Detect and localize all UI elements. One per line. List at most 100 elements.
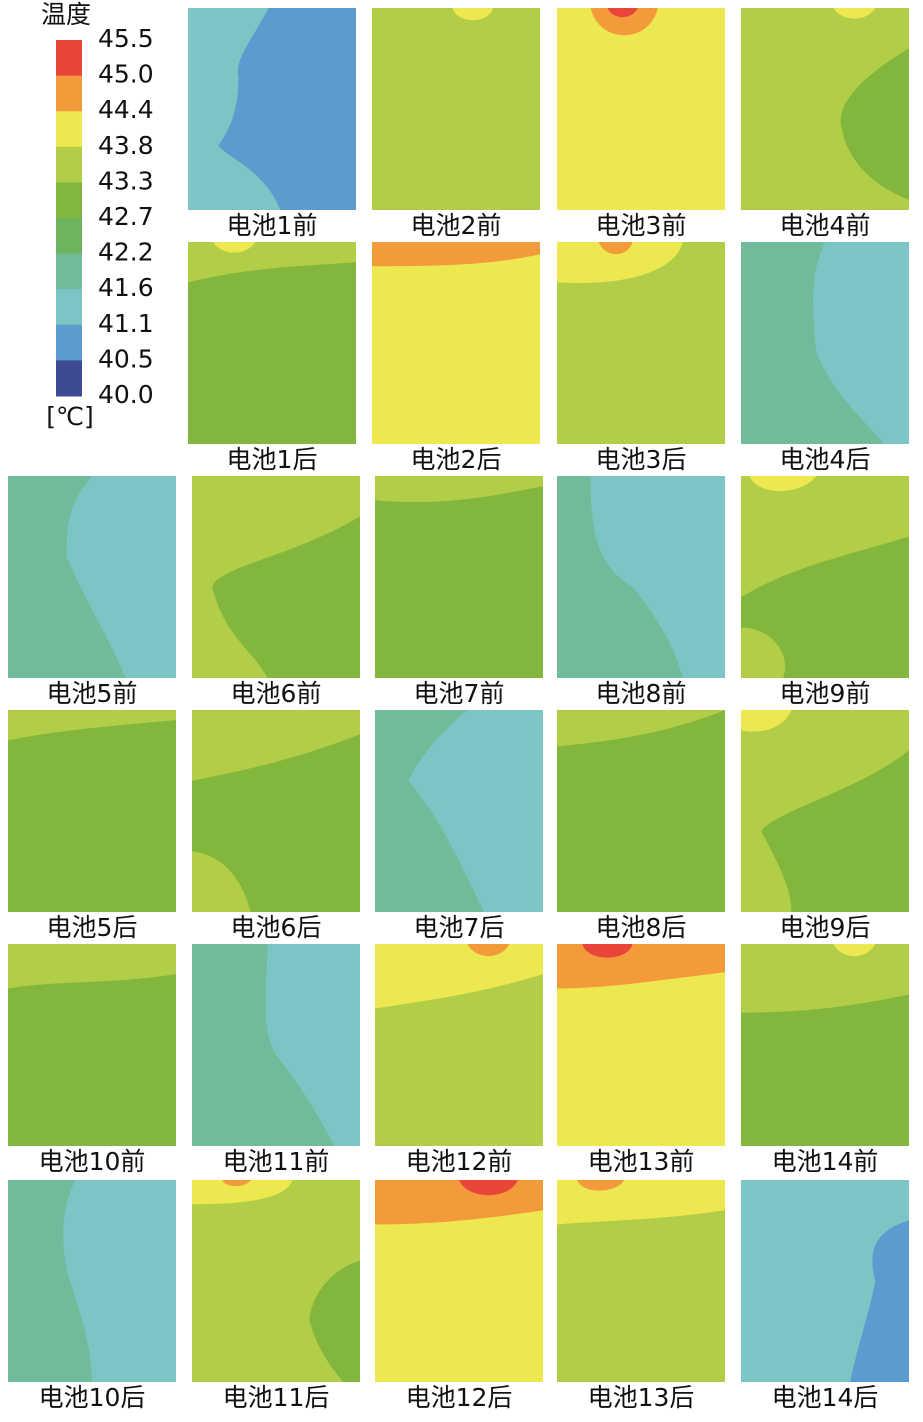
contour-base (375, 476, 543, 678)
panel-label: 电池12后 (406, 1383, 513, 1412)
contour-region (741, 627, 786, 678)
legend-label: 42.7 (98, 202, 154, 231)
panel-label: 电池5后 (47, 913, 138, 942)
contour-region (557, 710, 725, 747)
contour-group (8, 710, 176, 741)
contour-group (741, 476, 909, 678)
contour-group (375, 710, 485, 912)
contour-region (192, 851, 251, 912)
panel-label: 电池3后 (596, 445, 687, 474)
contour-group (188, 242, 356, 283)
panel-label: 电池3前 (596, 211, 687, 240)
color-band (56, 218, 82, 255)
contour-region (850, 1220, 909, 1382)
contour-region (213, 242, 256, 253)
panel-label: 电池11前 (223, 1147, 330, 1176)
panel (372, 242, 540, 444)
legend-label: 43.3 (98, 166, 154, 195)
color-band (56, 360, 82, 397)
legend-label: 41.6 (98, 273, 154, 302)
contour-region (557, 242, 683, 284)
contour-base (557, 8, 725, 210)
contour-region (222, 1180, 251, 1187)
panel-label: 电池14前 (772, 1147, 879, 1176)
panel (557, 242, 725, 444)
legend-label: 40.5 (98, 344, 154, 373)
panel (375, 476, 543, 678)
contour-base (372, 8, 540, 210)
panel (8, 944, 176, 1146)
color-band (56, 324, 82, 361)
contour-region (607, 8, 638, 18)
contour-region (840, 48, 909, 200)
contour-group (741, 242, 884, 444)
panel-label: 电池9后 (780, 913, 871, 942)
panel (192, 476, 360, 678)
contour-region (192, 710, 360, 781)
legend-label: 42.2 (98, 238, 154, 267)
panel (372, 8, 540, 210)
panel-label: 电池13后 (588, 1383, 695, 1412)
color-band (56, 289, 82, 326)
panel (557, 1180, 725, 1382)
color-band (56, 111, 82, 148)
panel (188, 242, 356, 444)
contour-region (459, 1180, 518, 1196)
panel (741, 8, 909, 210)
panel-label: 电池10后 (39, 1383, 146, 1412)
contour-region (8, 944, 176, 989)
panel (8, 476, 176, 678)
panel (192, 1180, 360, 1382)
contour-group (372, 242, 540, 267)
color-band (56, 146, 82, 183)
contour-region (761, 750, 909, 912)
panel (192, 944, 360, 1146)
panel-label: 电池7前 (414, 679, 505, 708)
contour-region (375, 944, 543, 1009)
contour-group (375, 476, 543, 503)
contour-group (8, 944, 176, 989)
contour-group (192, 944, 335, 1146)
contour-group (590, 8, 658, 36)
contour-group (741, 710, 909, 912)
panel (557, 8, 725, 210)
contour-region (8, 710, 176, 741)
contour-base (372, 242, 540, 444)
color-band (56, 75, 82, 112)
legend-unit: [℃] (46, 402, 94, 431)
panel (557, 476, 725, 678)
panel (741, 1180, 909, 1382)
contour-group (557, 1180, 725, 1225)
panel-label: 电池7后 (414, 913, 505, 942)
contour-region (741, 476, 909, 598)
contour-region (590, 8, 658, 36)
contour-group (557, 710, 725, 747)
panel-label: 电池11后 (223, 1383, 330, 1412)
contour-group (557, 242, 683, 284)
contour-region (741, 242, 884, 444)
contour-group (375, 1180, 543, 1225)
contour-base (557, 710, 725, 912)
color-band (56, 40, 82, 77)
contour-group (8, 476, 126, 678)
panel-label: 电池14后 (772, 1383, 879, 1412)
contour-group (557, 476, 683, 678)
contour-group (8, 1180, 92, 1382)
panel-label: 电池2前 (411, 211, 502, 240)
contour-group (192, 710, 360, 912)
panel-label: 电池2后 (411, 445, 502, 474)
contour-region (833, 8, 876, 19)
panel-label: 电池12前 (406, 1147, 513, 1176)
contour-region (375, 476, 543, 503)
contour-group (557, 944, 725, 989)
contour-group (218, 8, 356, 210)
contour-region (599, 242, 633, 255)
contour-region (452, 8, 493, 21)
contour-region (8, 1180, 92, 1382)
panel (188, 8, 356, 210)
contour-base (8, 710, 176, 912)
color-band (56, 253, 82, 290)
panel (8, 1180, 176, 1382)
contour-region (375, 710, 485, 912)
